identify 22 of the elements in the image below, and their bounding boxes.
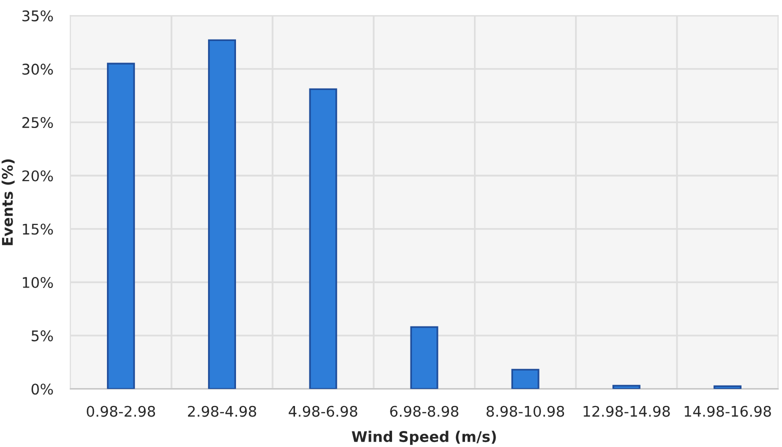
y-tick-label: 25% [22, 117, 53, 128]
bar [511, 368, 540, 389]
x-tick-label: 4.98-6.98 [288, 406, 358, 417]
x-tick-label: 0.98-2.98 [86, 406, 156, 417]
y-axis-title: Events (%) [2, 159, 15, 246]
x-tick-label: 6.98-8.98 [390, 406, 458, 417]
x-axis-title: Wind Speed (m/s) [352, 430, 496, 445]
x-tick-label: 2.98-4.98 [188, 406, 256, 417]
y-tick-label: 0% [32, 384, 53, 395]
y-tick-label: 5% [32, 330, 53, 342]
bar [106, 62, 135, 389]
bar [309, 88, 338, 389]
y-tick-label: 15% [22, 224, 53, 235]
y-tick-label: 30% [22, 64, 53, 75]
y-tick-label: 10% [22, 276, 53, 288]
y-tick-label: 35% [22, 10, 53, 22]
bar [208, 39, 236, 389]
x-tick-label: 14.98-16.98 [684, 406, 771, 417]
x-tick-label: 8.98-10.98 [486, 406, 564, 417]
bar [410, 326, 438, 389]
x-tick-label: 12.98-14.98 [584, 406, 670, 417]
y-tick-label: 20% [22, 170, 53, 182]
